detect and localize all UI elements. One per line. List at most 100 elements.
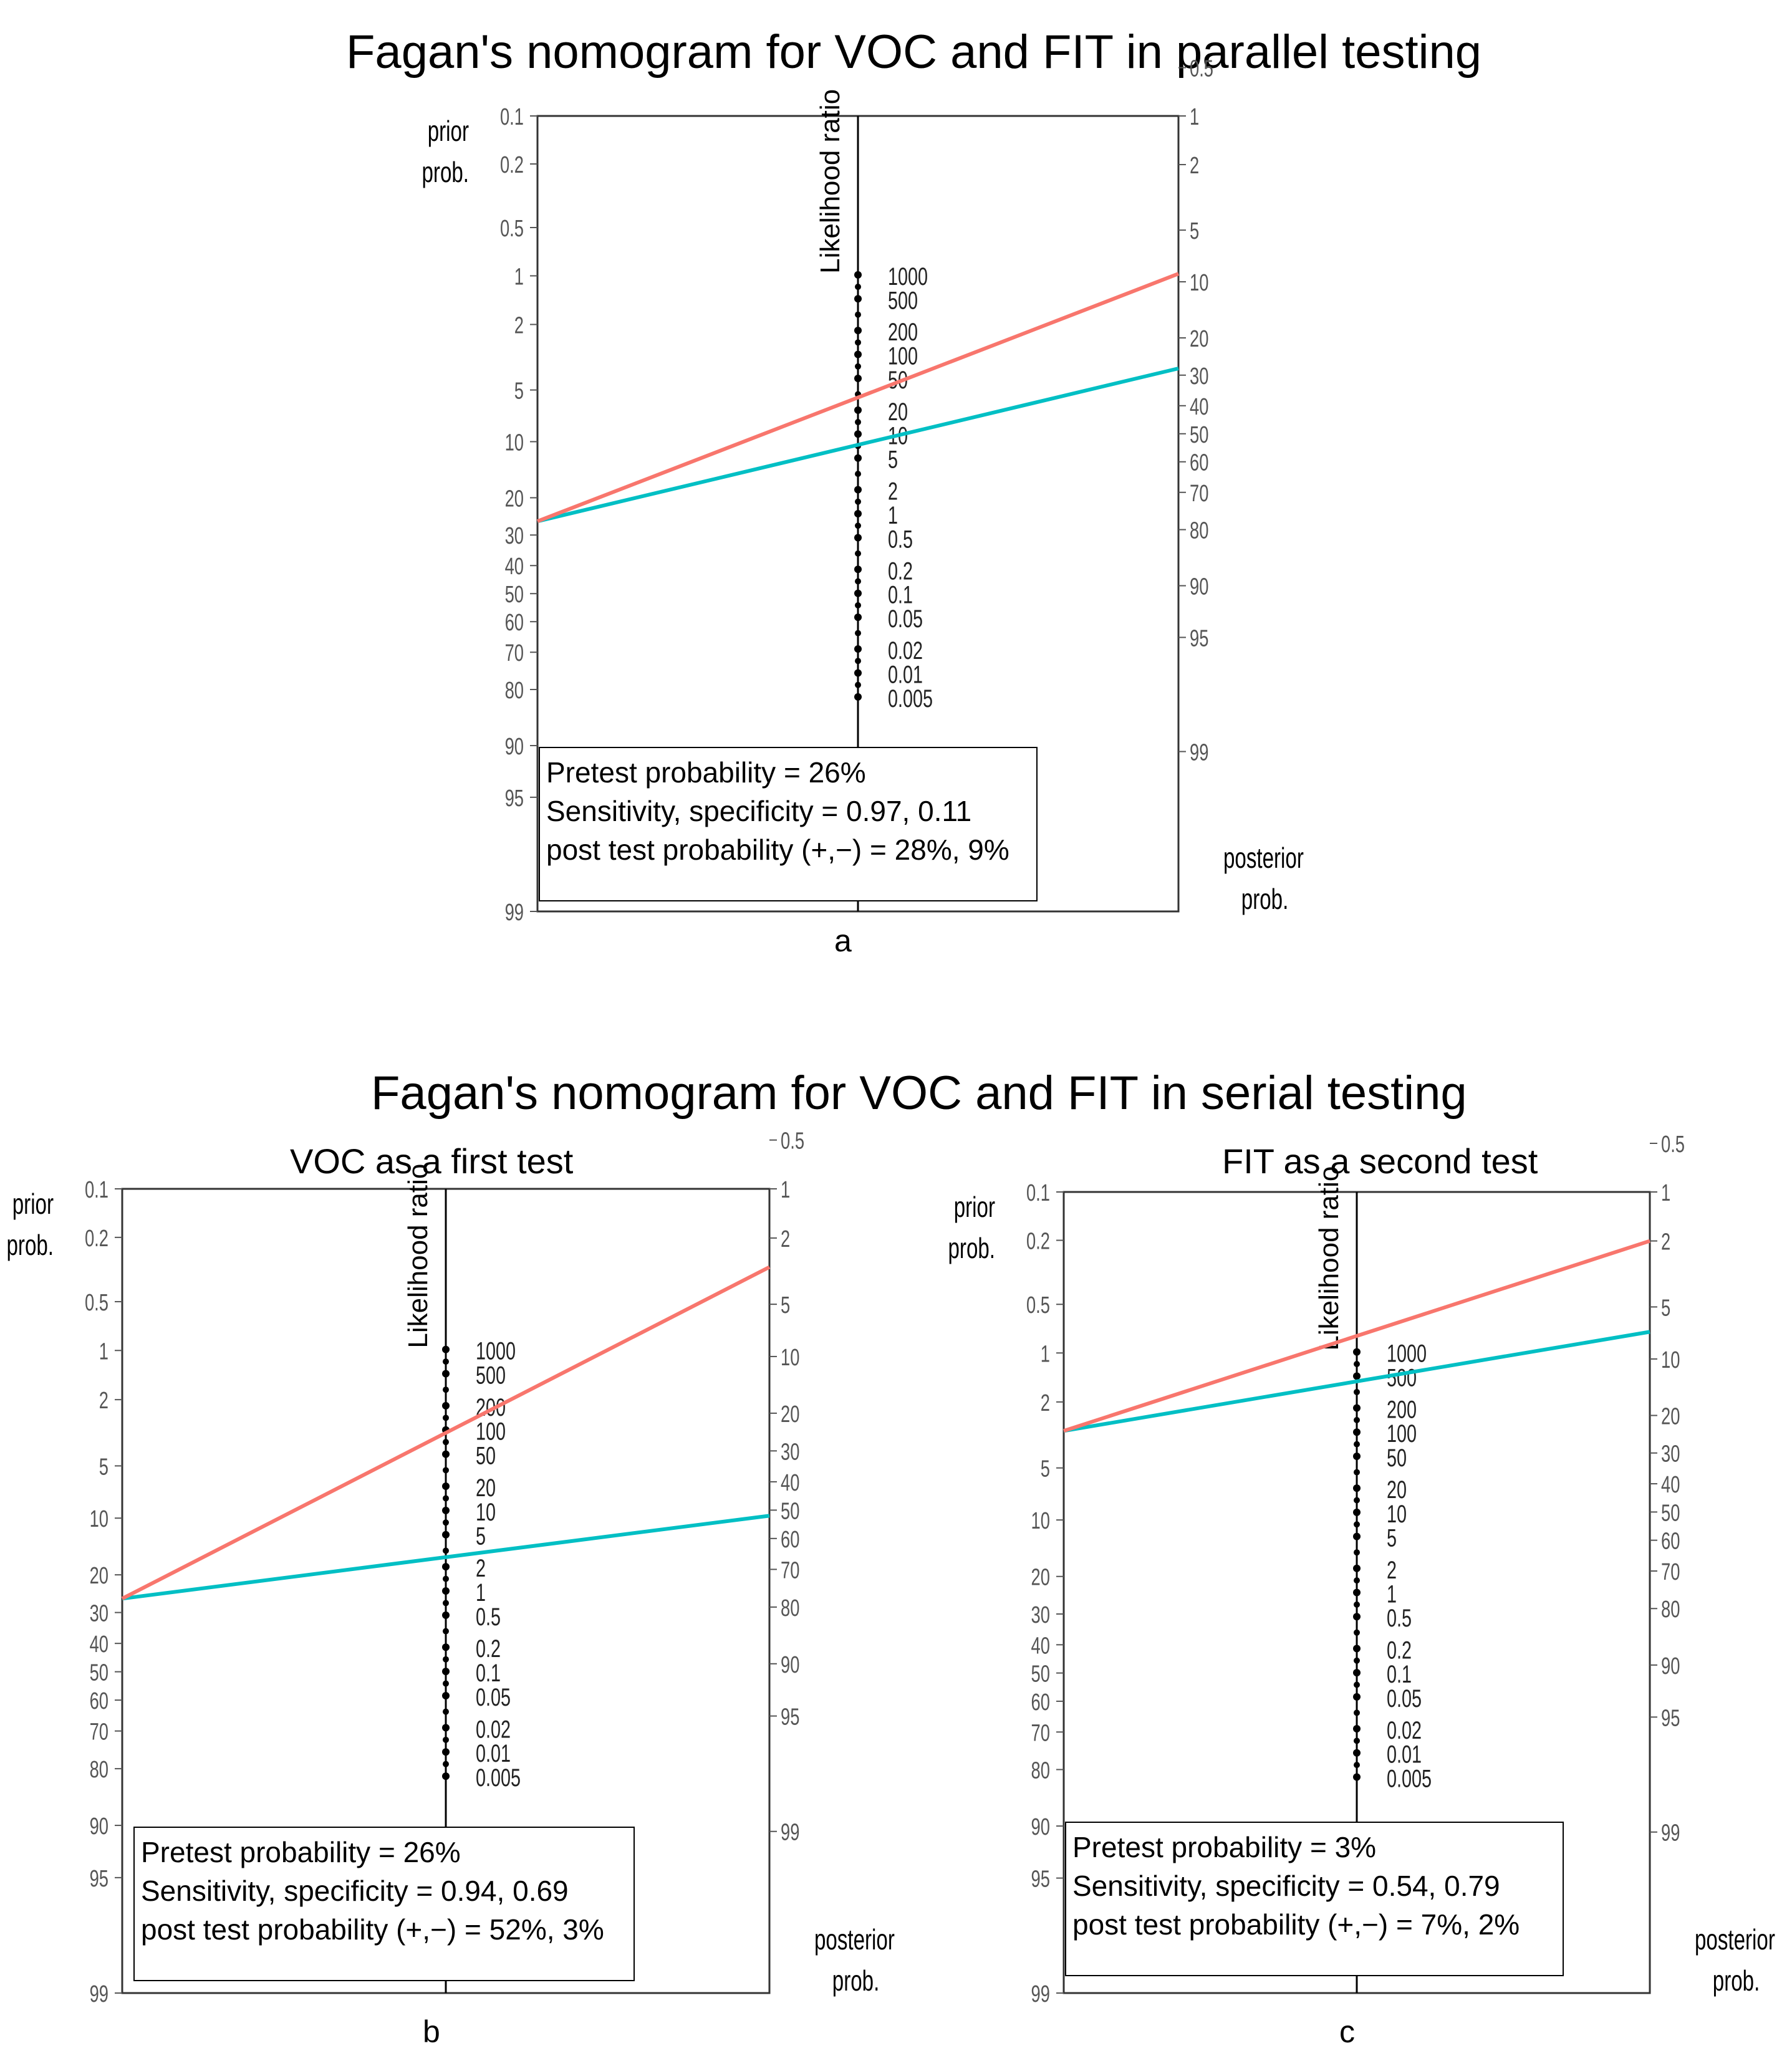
posterior-tick-label: 10 [1661, 1347, 1680, 1373]
lr-tick-label: 500 [888, 287, 918, 315]
lr-dot [1353, 1452, 1361, 1460]
lr-tick-label: 0.02 [1387, 1716, 1422, 1744]
legend-pretest: Pretest probability = 26% [141, 1836, 461, 1868]
prior-axis-label: prob. [422, 157, 469, 188]
lr-dot [1353, 1613, 1361, 1621]
lr-tick-label: 200 [888, 319, 918, 347]
prior-tick-label: 30 [90, 1600, 108, 1626]
lr-dot [442, 1370, 450, 1378]
prior-tick-label: 70 [90, 1719, 108, 1745]
prior-tick-label: 0.1 [1026, 1180, 1050, 1206]
prior-tick-label: 90 [505, 734, 524, 760]
lr-tick-label: 5 [476, 1522, 486, 1550]
lr-tick-label: 1000 [476, 1337, 516, 1365]
lr-dot [855, 658, 861, 665]
positive-test-line [537, 367, 1179, 524]
lr-tick-label: 0.1 [1387, 1661, 1412, 1689]
lr-dot [855, 522, 861, 529]
posterior-tick-label: 1 [1661, 1180, 1670, 1206]
posterior-tick-label: 80 [1661, 1597, 1680, 1623]
posterior-tick-label: 95 [1190, 625, 1208, 651]
panel-label-c: c [1339, 2014, 1355, 2049]
lr-tick-label: 0.2 [1387, 1636, 1412, 1665]
lr-dot [443, 1708, 449, 1715]
lr-dot [855, 578, 861, 585]
posterior-tick-label: 60 [1190, 449, 1208, 476]
posterior-tick-label: 90 [1661, 1653, 1680, 1679]
voc-subtitle: VOC as a first test [290, 1141, 574, 1181]
lr-tick-label: 200 [1387, 1396, 1417, 1424]
lr-dot [1354, 1601, 1360, 1608]
lr-tick-label: 0.005 [888, 685, 933, 713]
posterior-tick-label: 1 [781, 1177, 790, 1203]
posterior-tick-label: 90 [781, 1652, 799, 1678]
lr-dot [443, 1386, 449, 1393]
lr-dot [1354, 1737, 1360, 1744]
lr-tick-label: 10 [476, 1498, 496, 1526]
lr-dot [855, 284, 861, 291]
lr-dot [1353, 1372, 1361, 1380]
lr-tick-label: 0.1 [476, 1660, 501, 1688]
lr-dot [1354, 1441, 1360, 1448]
legend-posttest: post test probability (+,−) = 52%, 3% [141, 1913, 604, 1946]
lr-dot [1354, 1762, 1360, 1769]
legend-posttest: post test probability (+,−) = 7%, 2% [1072, 1908, 1520, 1941]
lr-tick-label: 1000 [1387, 1340, 1427, 1368]
lr-dot [442, 1691, 450, 1699]
lr-dot [854, 271, 862, 279]
lr-dot [1353, 1484, 1361, 1492]
lr-dot [1353, 1508, 1361, 1516]
lr-tick-label: 10 [1387, 1500, 1407, 1528]
lr-dot [443, 1600, 449, 1607]
lr-dot [854, 327, 862, 335]
prior-tick-label: 60 [90, 1688, 108, 1714]
prior-tick-label: 50 [505, 582, 524, 608]
prior-tick-label: 20 [90, 1563, 108, 1589]
lr-dot [1354, 1657, 1360, 1664]
posterior-tick-label: 2 [1190, 153, 1199, 179]
prior-tick-label: 70 [1031, 1720, 1050, 1746]
posterior-tick-label: 70 [781, 1557, 799, 1583]
prior-tick-label: 90 [90, 1814, 108, 1840]
lr-dot [443, 1547, 449, 1554]
prior-tick-label: 0.2 [1026, 1228, 1050, 1254]
lr-dot [442, 1587, 450, 1595]
posterior-tick-label: 80 [781, 1595, 799, 1621]
posterior-tick-label: 30 [1661, 1441, 1680, 1467]
lr-dot [442, 1611, 450, 1619]
negative-test-line [1063, 1239, 1650, 1433]
lr-dot [1354, 1709, 1360, 1716]
prior-tick-label: 10 [1031, 1508, 1050, 1534]
lr-dot [1353, 1773, 1361, 1781]
lr-dot [854, 613, 862, 622]
lr-dot [443, 1761, 449, 1767]
posterior-tick-label: 2 [1661, 1229, 1670, 1255]
lr-dot [855, 498, 861, 505]
prior-tick-label: 60 [1031, 1689, 1050, 1716]
posterior-tick-label: 0.5 [1661, 1131, 1685, 1158]
lr-dot [854, 645, 862, 653]
prior-tick-label: 1 [99, 1338, 108, 1365]
lr-dot [442, 1401, 450, 1410]
lr-dot [442, 1530, 450, 1539]
posterior-axis-label: posterior [814, 1924, 895, 1956]
panel-label-a: a [834, 923, 852, 958]
lr-dot [1353, 1404, 1361, 1412]
posterior-tick-label: 40 [781, 1470, 799, 1496]
nomogram-c: 0.10.20.51251020304050607080909599999590… [948, 1131, 1775, 2007]
lr-dot [1353, 1749, 1361, 1757]
lr-dot [442, 1643, 450, 1651]
lr-tick-label: 20 [476, 1474, 496, 1502]
posterior-tick-label: 5 [781, 1292, 790, 1319]
lr-dot [443, 1519, 449, 1526]
lr-tick-label: 2 [1387, 1556, 1397, 1584]
lr-dot [1353, 1564, 1361, 1572]
lr-dot [443, 1439, 449, 1446]
posterior-tick-label: 90 [1190, 574, 1208, 600]
lr-dot [1354, 1469, 1360, 1476]
nomogram-b: 0.10.20.51251020304050607080909599999590… [7, 1128, 895, 2007]
prior-tick-label: 70 [505, 640, 524, 666]
prior-tick-label: 80 [90, 1757, 108, 1783]
lr-dot [854, 510, 862, 517]
lr-dot [1353, 1532, 1361, 1540]
